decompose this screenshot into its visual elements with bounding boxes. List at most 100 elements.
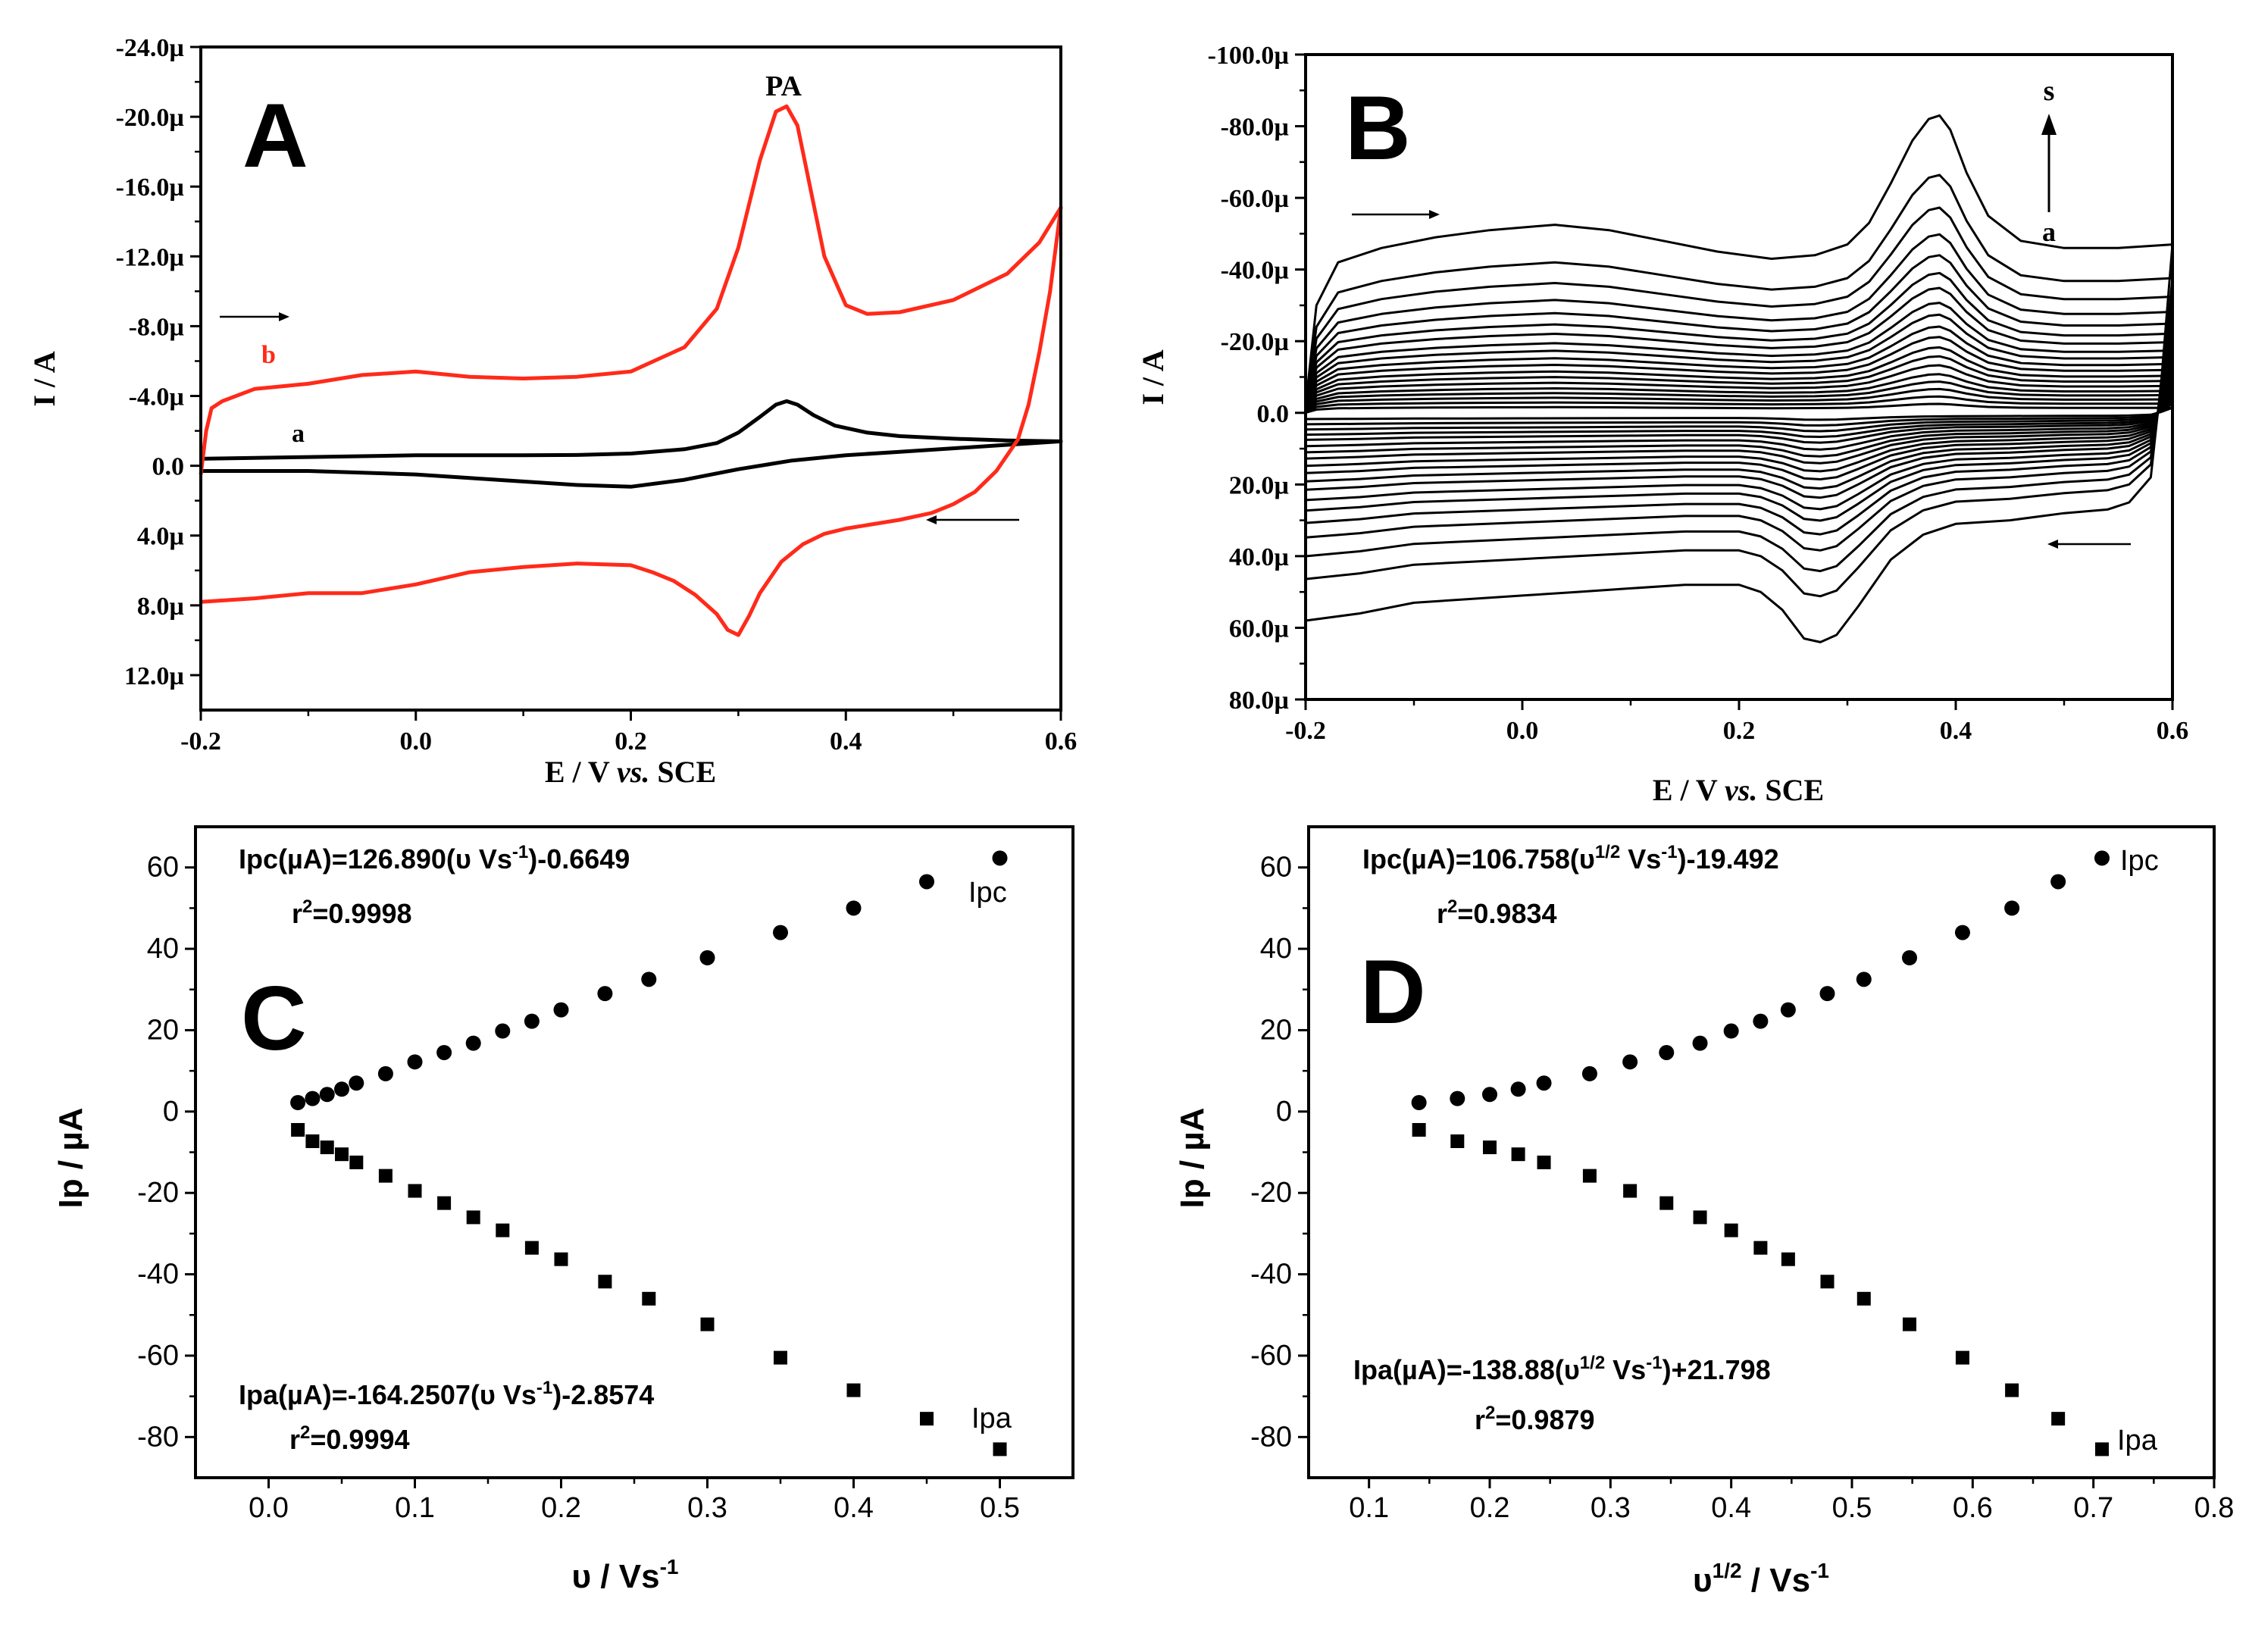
point-ipc bbox=[597, 986, 613, 1002]
y-tick-label: -4.0µ bbox=[129, 383, 184, 411]
panel-a-x-axis-title: E / V vs. SCE bbox=[545, 755, 716, 789]
y-tick-label: 0 bbox=[163, 1096, 179, 1128]
panel-c-y-axis-title: Ip / µA bbox=[52, 1108, 89, 1209]
x-tick-label: 0.3 bbox=[687, 1492, 727, 1524]
point-ipc bbox=[1723, 1023, 1739, 1039]
point-ipc bbox=[1659, 1044, 1675, 1060]
point-ipc bbox=[349, 1075, 364, 1091]
point-ipc bbox=[553, 1002, 569, 1018]
y-tick-label: -20 bbox=[1250, 1177, 1292, 1209]
y-tick-label: -20 bbox=[137, 1177, 179, 1209]
y-tick-label: -8.0µ bbox=[129, 313, 184, 341]
point-ipc bbox=[1581, 1065, 1597, 1081]
point-ipa bbox=[437, 1196, 452, 1210]
x-tick-label: 0.7 bbox=[2073, 1492, 2113, 1524]
panel-d-y-axis-title: Ip / µA bbox=[1174, 1108, 1211, 1209]
x-tick-label: -0.2 bbox=[1285, 717, 1326, 745]
panel-c-axes: 0.0 0.1 0.2 0.3 0.4 0.5 60 40 20 0 -20 -40 -60 -80 bbox=[137, 852, 1020, 1524]
y-tick-label: -20.0µ bbox=[1221, 328, 1289, 356]
point-ipa bbox=[335, 1147, 349, 1162]
panel-c-label: C bbox=[241, 968, 307, 1069]
point-ipc bbox=[846, 900, 862, 916]
y-tick-label: 60 bbox=[147, 852, 179, 884]
y-tick-label: 40.0µ bbox=[1229, 543, 1289, 571]
y-tick-label: -16.0µ bbox=[116, 174, 184, 202]
x-tick-label: 0.0 bbox=[400, 727, 433, 756]
panel-a-curve-a-label: a bbox=[292, 420, 305, 448]
panel-b-y-axis-title: I / A bbox=[1136, 349, 1170, 405]
point-ipa bbox=[993, 1442, 1007, 1456]
y-tick-label: 20.0µ bbox=[1229, 471, 1289, 499]
x-tick-label: 0.0 bbox=[249, 1492, 289, 1524]
y-tick-label: 80.0µ bbox=[1229, 687, 1289, 715]
panel-d-axes: 0.1 0.2 0.3 0.4 0.5 0.6 0.7 0.8 60 40 20 0 -20 -40 -60… bbox=[1250, 852, 2234, 1524]
panel-b-axes: -0.2 0.0 0.2 0.4 0.6 -100.0µ -80.0µ -60.0µ -40.0… bbox=[1208, 42, 2189, 745]
y-tick-label: 0 bbox=[1276, 1096, 1292, 1128]
x-tick-label: 0.4 bbox=[834, 1492, 874, 1524]
point-ipa bbox=[1483, 1140, 1497, 1155]
panel-c-ipc-equation: Ipc(µA)=126.890(υ Vs-1)-0.6649 bbox=[239, 842, 630, 874]
panel-c-marks bbox=[290, 850, 1008, 1456]
panel-a-y-axis-title: I / A bbox=[27, 351, 61, 406]
y-tick-label: 40 bbox=[147, 933, 179, 965]
point-ipc bbox=[641, 971, 657, 987]
panel-c-ipa-series-label: Ipa bbox=[971, 1403, 1012, 1435]
panel-b-reverse-arrow bbox=[2047, 540, 2131, 549]
point-ipa bbox=[2094, 1442, 2109, 1456]
point-ipc bbox=[1954, 925, 1970, 940]
panel-d: 0.1 0.2 0.3 0.4 0.5 0.6 0.7 0.8 60 40 20 0 -20 -40 -60… bbox=[1174, 825, 2234, 1599]
x-tick-label: 0.2 bbox=[615, 727, 647, 756]
panel-d-marks bbox=[1411, 850, 2110, 1456]
panel-d-label: D bbox=[1360, 941, 1426, 1043]
panel-b-label: B bbox=[1345, 77, 1411, 179]
point-ipc bbox=[2004, 900, 2020, 916]
point-ipa bbox=[524, 1241, 539, 1255]
x-tick-label: 0.6 bbox=[2157, 717, 2189, 745]
y-tick-label: -80 bbox=[1250, 1421, 1292, 1453]
point-ipa bbox=[774, 1350, 787, 1365]
panel-b-scan-direction-arrow bbox=[2041, 114, 2057, 212]
y-tick-label: 12.0µ bbox=[124, 662, 184, 690]
cv-curve-b bbox=[199, 104, 1063, 637]
panel-b: -0.2 0.0 0.2 0.4 0.6 -100.0µ -80.0µ -60.0µ -40.0… bbox=[1136, 42, 2188, 807]
point-ipc bbox=[407, 1054, 423, 1070]
point-ipa bbox=[408, 1184, 422, 1198]
y-tick-label: -40 bbox=[137, 1259, 179, 1291]
point-ipa bbox=[1412, 1122, 1426, 1137]
point-ipc bbox=[1780, 1002, 1796, 1018]
point-ipa bbox=[554, 1252, 568, 1266]
panel-a: -0.2 0.0 0.2 0.4 0.6 -24.0µ -20.0µ -16.0µ -12.0µ… bbox=[27, 34, 1077, 789]
point-ipc bbox=[524, 1013, 540, 1029]
panel-b-end-label: s bbox=[2044, 75, 2055, 107]
point-ipa bbox=[2005, 1383, 2019, 1397]
point-ipa bbox=[846, 1383, 861, 1397]
x-tick-label: 0.0 bbox=[1506, 717, 1539, 745]
panel-d-ipc-equation: Ipc(µA)=106.758(υ1/2 Vs-1)-19.492 bbox=[1362, 842, 1779, 874]
point-ipc bbox=[992, 850, 1008, 866]
point-ipc bbox=[1411, 1095, 1427, 1111]
point-ipc bbox=[436, 1044, 452, 1060]
x-tick-label: 0.4 bbox=[1711, 1492, 1751, 1524]
cv-curve-a bbox=[200, 399, 1063, 489]
point-ipc bbox=[699, 950, 715, 965]
point-ipc bbox=[1450, 1090, 1465, 1106]
point-ipc bbox=[1622, 1054, 1638, 1070]
x-tick-label: -0.2 bbox=[180, 727, 221, 756]
point-ipc bbox=[495, 1023, 511, 1039]
point-ipc bbox=[1536, 1075, 1552, 1091]
panel-d-ipc-r-squared: r2=0.9834 bbox=[1437, 896, 1557, 929]
point-ipc bbox=[1819, 986, 1835, 1002]
point-ipc bbox=[2050, 874, 2066, 890]
x-tick-label: 0.5 bbox=[1832, 1492, 1872, 1524]
x-tick-label: 0.4 bbox=[830, 727, 862, 756]
point-ipa bbox=[349, 1155, 364, 1169]
point-ipa bbox=[291, 1122, 305, 1137]
panel-c-ipc-series-label: Ipc bbox=[968, 877, 1007, 909]
y-tick-label: -40 bbox=[1250, 1259, 1292, 1291]
point-ipc bbox=[919, 874, 934, 890]
point-ipc bbox=[1856, 971, 1872, 987]
point-ipa bbox=[700, 1317, 715, 1331]
point-ipc bbox=[465, 1035, 481, 1051]
panel-a-curve-b-label: b bbox=[261, 341, 276, 369]
